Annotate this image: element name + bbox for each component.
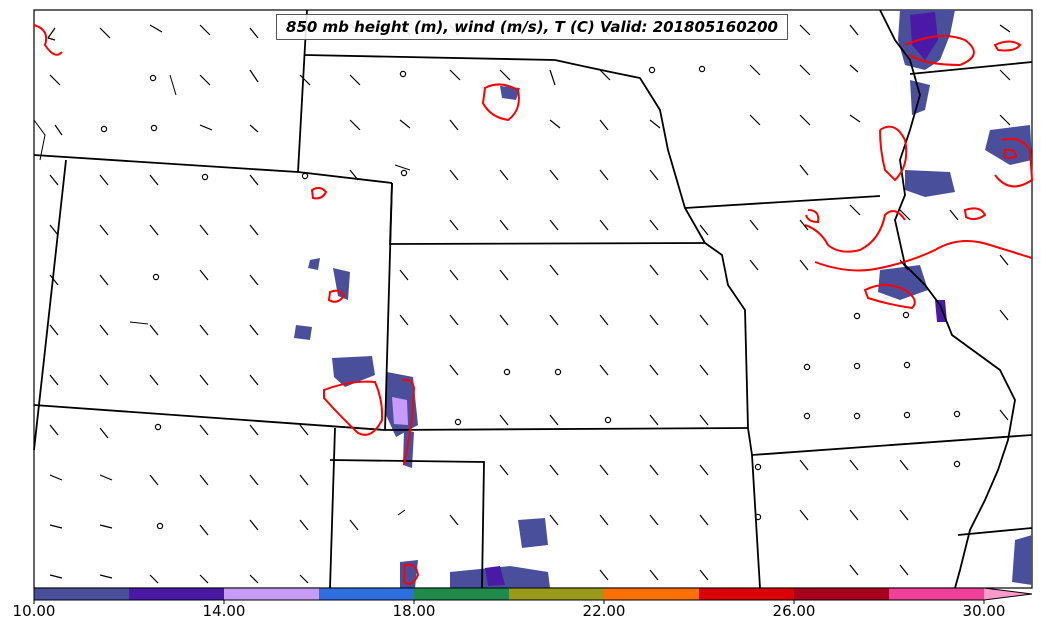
map-title: 850 mb height (m), wind (m/s), T (C) Val… <box>276 14 788 40</box>
temperature-contours <box>33 24 1034 585</box>
colorbar-extend-arrow <box>984 588 1032 600</box>
colorbar-segment-8 <box>699 588 794 600</box>
colorbar-segment-4 <box>319 588 414 600</box>
calm-circles <box>100 65 961 530</box>
colorbar-segment-6 <box>509 588 604 600</box>
colorbar-segment-3 <box>224 588 319 600</box>
colorbar-label-14: 14.00 <box>202 602 246 620</box>
colorbar-segment-1 <box>34 588 129 600</box>
map-frame <box>33 9 1033 589</box>
river-coastline <box>33 74 411 516</box>
colorbar-outline <box>33 587 1033 601</box>
colorbar-segment-2 <box>129 588 224 600</box>
colorbar-label-10: 10.00 <box>12 602 56 620</box>
colorbar-segment-5 <box>414 588 509 600</box>
colorbar-segment-9 <box>794 588 889 600</box>
state-boundaries <box>33 9 1033 589</box>
colorbar <box>33 587 1033 604</box>
colorbar-label-26: 26.00 <box>772 602 816 620</box>
colorbar-segment-10 <box>889 588 984 600</box>
colorbar-label-30: 30.00 <box>962 602 1006 620</box>
colorbar-label-18: 18.00 <box>392 602 436 620</box>
colorbar-segment-7 <box>604 588 699 600</box>
colorbar-label-22: 22.00 <box>582 602 626 620</box>
colorbar-ticks <box>33 600 985 604</box>
shaded-regions <box>294 10 1032 588</box>
